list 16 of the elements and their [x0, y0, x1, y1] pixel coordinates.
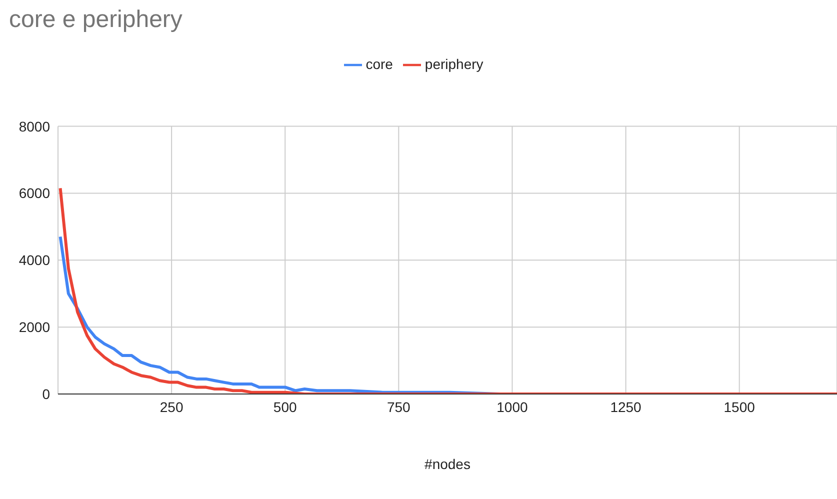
chart-title: core e periphery: [9, 6, 182, 34]
x-tick-label: 1000: [496, 398, 528, 415]
y-tick-label: 0: [42, 386, 50, 402]
legend-label: periphery: [424, 56, 484, 72]
x-axis-title: #nodes: [424, 456, 470, 472]
y-tick-label: 8000: [18, 118, 50, 134]
x-tick-label: 250: [160, 398, 184, 415]
line-series: [58, 186, 837, 394]
x-tick-label: 750: [386, 398, 411, 415]
x-tick-label: 1250: [610, 398, 642, 415]
y-tick-label: 6000: [18, 185, 50, 202]
x-tick-label: 500: [273, 398, 298, 415]
legend-label: core: [366, 56, 393, 72]
x-tick-label: 1500: [724, 398, 756, 415]
y-tick-label: 2000: [18, 319, 50, 336]
y-tick-label: 4000: [18, 252, 50, 268]
